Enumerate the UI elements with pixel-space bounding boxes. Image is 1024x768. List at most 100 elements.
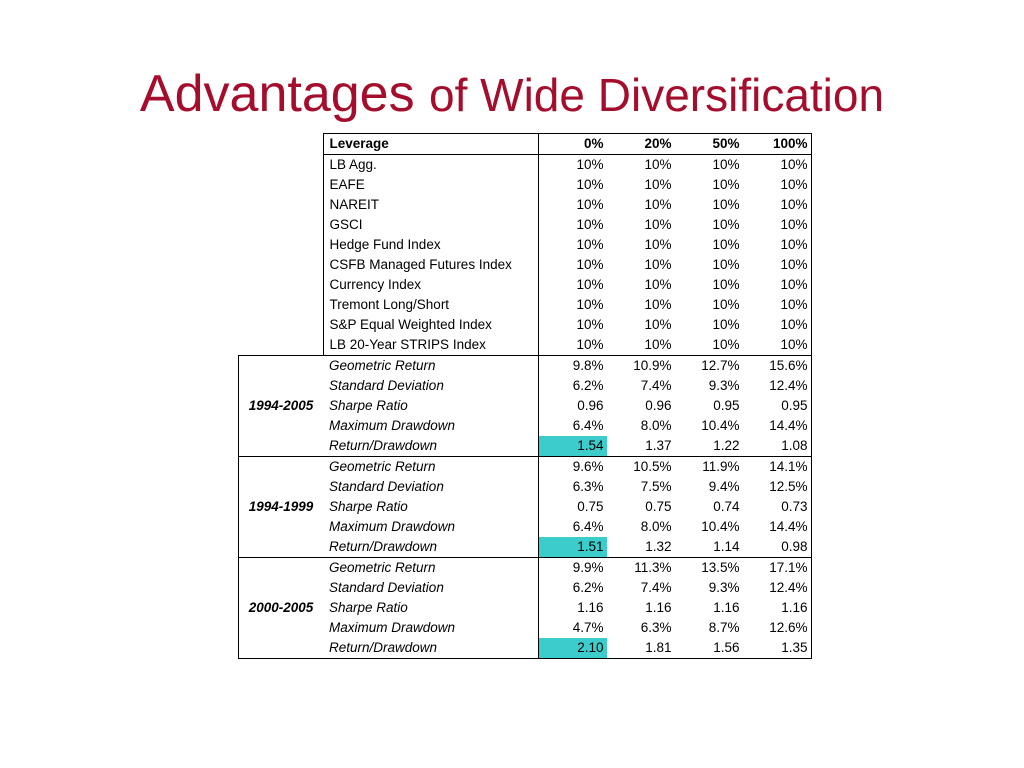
metric-name: Standard Deviation (329, 479, 444, 494)
metric-value: 12.5% (742, 477, 812, 497)
metric-row: Sharpe Ratio 0.75 0.75 0.74 0.73 (239, 497, 812, 517)
metric-value: 11.9% (674, 456, 743, 477)
weight-value: 10% (644, 197, 672, 212)
weight-value: 10% (742, 275, 812, 295)
weight-row: Tremont Long/Short 10% 10% 10% 10% (239, 295, 812, 315)
metric-value: 12.4% (742, 578, 812, 598)
metric-name: Maximum Drawdown (329, 418, 456, 433)
metric-row: Standard Deviation 6.2% 7.4% 9.3% 12.4% (239, 578, 812, 598)
weight-value: 10% (712, 177, 740, 192)
metric-value: 0.96 (537, 396, 607, 416)
asset-name: GSCI (322, 215, 538, 235)
weight-value: 10% (742, 175, 812, 195)
weight-value: 10% (742, 315, 812, 335)
blank-cell (239, 215, 324, 235)
asset-name: LB Agg. (322, 154, 538, 175)
metric-value: 8.0% (640, 418, 672, 433)
weight-value: 10% (537, 215, 607, 235)
header-leverage-2: 20% (606, 133, 675, 155)
metric-value: 1.22 (674, 436, 743, 457)
metric-value: 9.9% (537, 557, 607, 578)
metric-value: 0.96 (645, 398, 672, 413)
weight-value: 10% (742, 195, 812, 215)
metric-value: 6.2% (537, 578, 607, 598)
weight-value: 10% (712, 157, 740, 172)
header-leverage-4: 100% (742, 133, 812, 155)
asset-name: Currency Index (322, 275, 538, 295)
metric-value: 1.16 (537, 598, 607, 618)
metric-name: Standard Deviation (329, 580, 444, 595)
metric-row: Sharpe Ratio 0.96 0.96 0.95 0.95 (239, 396, 812, 416)
metric-row: Standard Deviation 6.3% 7.5% 9.4% 12.5% (239, 477, 812, 497)
metric-value: 4.7% (537, 618, 607, 638)
metric-value: 8.7% (708, 620, 740, 635)
weight-value: 10% (674, 335, 743, 356)
weight-value: 10% (742, 215, 812, 235)
asset-name: Hedge Fund Index (322, 235, 538, 255)
metric-name: Return/Drawdown (323, 436, 538, 457)
asset-name: CSFB Managed Futures Index (322, 255, 538, 275)
metric-name: Geometric Return (323, 456, 538, 477)
header-leverage-3: 50% (674, 133, 743, 155)
weight-value: 10% (712, 277, 740, 292)
period-label: 1994-1999 (238, 456, 323, 558)
weight-row: EAFE 10% 10% 10% 10% (239, 175, 812, 195)
weight-row: Hedge Fund Index 10% 10% 10% 10% (239, 235, 812, 255)
asset-name: Tremont Long/Short (322, 295, 538, 315)
metric-value: 14.4% (742, 416, 812, 436)
metric-value: 0.73 (742, 497, 812, 517)
period-label: 2000-2005 (238, 557, 323, 659)
weight-value: 10% (742, 335, 812, 356)
blank-cell (239, 195, 324, 215)
metric-name: Geometric Return (323, 355, 538, 376)
weight-value: 10% (537, 195, 607, 215)
metric-row: Maximum Drawdown 6.4% 8.0% 10.4% 14.4% (239, 416, 812, 436)
highlighted-metric-value: 1.51 (537, 537, 607, 558)
header-leverage-label: Leverage (322, 133, 538, 155)
weight-value: 10% (644, 297, 672, 312)
weight-value: 10% (712, 197, 740, 212)
weight-value: 10% (742, 295, 812, 315)
metric-value: 9.6% (537, 456, 607, 477)
metric-value: 10.5% (606, 456, 675, 477)
metric-value: 6.2% (537, 376, 607, 396)
blank-cell (239, 235, 324, 255)
metric-value: 6.4% (537, 416, 607, 436)
metric-row: Return/Drawdown 2.10 1.81 1.56 1.35 (239, 638, 812, 659)
blank-cell (239, 175, 324, 195)
header-leverage-1: 0% (537, 133, 607, 155)
weight-row: LB 20-Year STRIPS Index 10% 10% 10% 10% (239, 335, 812, 356)
metric-value: 10.9% (606, 355, 675, 376)
metric-value: 10.4% (701, 418, 740, 433)
metric-value: 1.56 (674, 638, 743, 659)
metric-value: 9.3% (708, 378, 740, 393)
metric-row: 1994-1999 Geometric Return 9.6% 10.5% 11.9% 1… (238, 456, 812, 558)
metric-value: 0.95 (713, 398, 740, 413)
weight-value: 10% (712, 217, 740, 232)
weight-value: 10% (537, 235, 607, 255)
weight-value: 10% (742, 255, 812, 275)
asset-name: NAREIT (322, 195, 538, 215)
metric-value: 6.3% (537, 477, 607, 497)
blank-cell (239, 134, 324, 155)
metric-value: 0.98 (742, 537, 812, 558)
metric-value: 10.4% (701, 519, 740, 534)
weight-value: 10% (742, 154, 812, 175)
asset-name: LB 20-Year STRIPS Index (322, 335, 538, 356)
weight-value: 10% (606, 335, 675, 356)
metric-value: 11.3% (606, 557, 675, 578)
metric-row: Maximum Drawdown 4.7% 6.3% 8.7% 12.6% (239, 618, 812, 638)
weight-value: 10% (537, 275, 607, 295)
metric-value: 6.4% (537, 517, 607, 537)
weight-value: 10% (644, 277, 672, 292)
metric-value: 14.4% (742, 517, 812, 537)
metric-value: 6.3% (640, 620, 672, 635)
metric-name: Geometric Return (323, 557, 538, 578)
weight-row: LB Agg. 10% 10% 10% 10% (239, 154, 812, 175)
title-part-rest: of Wide Diversification (429, 69, 885, 121)
weight-value: 10% (537, 335, 607, 356)
metric-value: 7.5% (640, 479, 672, 494)
metric-row: Sharpe Ratio 1.16 1.16 1.16 1.16 (239, 598, 812, 618)
metric-value: 1.16 (645, 600, 672, 615)
period-label: 1994-2005 (238, 355, 323, 457)
